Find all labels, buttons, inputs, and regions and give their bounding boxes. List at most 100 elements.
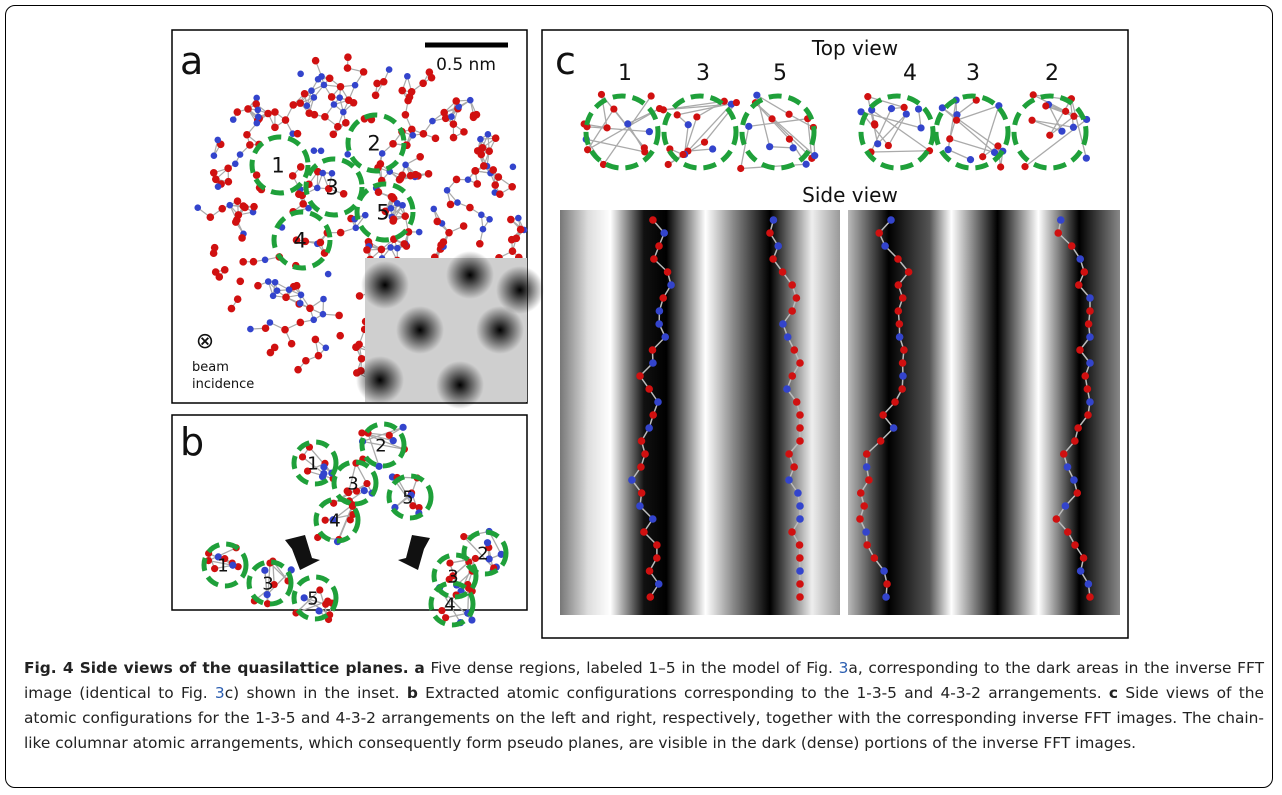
atom xyxy=(1021,163,1028,170)
atom xyxy=(432,135,440,143)
atom xyxy=(769,255,777,263)
atom xyxy=(399,424,406,431)
atom xyxy=(265,278,272,285)
caption-link[interactable]: 3 xyxy=(839,659,849,677)
atom xyxy=(649,359,657,367)
atom xyxy=(790,463,798,471)
atom xyxy=(877,437,885,445)
atom xyxy=(352,343,360,351)
caption-link[interactable]: 3 xyxy=(215,684,225,702)
atom xyxy=(903,110,910,117)
top-view-title: Top view xyxy=(811,36,898,60)
atom xyxy=(342,119,350,127)
atom xyxy=(1068,242,1076,250)
atom xyxy=(1085,320,1093,328)
atom xyxy=(360,68,368,76)
atom xyxy=(796,502,804,510)
atom xyxy=(856,515,864,523)
page: {"figure": { "panels": { "a": {"label": … xyxy=(0,0,1282,795)
atom xyxy=(420,130,428,138)
atom xyxy=(895,307,903,315)
atom xyxy=(1073,489,1081,497)
atom xyxy=(467,97,474,104)
atom xyxy=(779,268,787,276)
atom xyxy=(745,123,752,130)
region-label: 3 xyxy=(325,175,338,199)
atom xyxy=(470,114,478,122)
atom xyxy=(785,476,793,484)
atom xyxy=(373,80,381,88)
atom xyxy=(737,165,744,172)
atom xyxy=(398,172,406,180)
region-label: 2 xyxy=(367,131,380,155)
atom xyxy=(347,516,354,523)
atom xyxy=(517,226,525,234)
atom xyxy=(244,105,252,113)
atom xyxy=(646,593,654,601)
atom xyxy=(394,200,401,207)
atom xyxy=(325,271,332,278)
atom xyxy=(899,372,907,380)
atom xyxy=(811,152,818,159)
atom xyxy=(733,99,740,106)
atom xyxy=(460,222,468,230)
atom xyxy=(239,258,247,266)
atom xyxy=(386,432,393,439)
atom xyxy=(330,130,338,138)
atom xyxy=(400,240,408,248)
atom xyxy=(485,147,493,155)
atom xyxy=(1081,372,1089,380)
atom xyxy=(674,111,681,118)
region-ring xyxy=(742,96,814,168)
atom xyxy=(294,130,302,138)
atom xyxy=(289,101,297,109)
bond xyxy=(1025,119,1087,166)
atom xyxy=(429,118,436,125)
atom xyxy=(296,99,304,107)
atom xyxy=(486,216,493,223)
atom xyxy=(331,101,338,108)
atom xyxy=(685,121,692,128)
atom xyxy=(793,398,801,406)
atom xyxy=(450,120,458,128)
atom xyxy=(496,190,504,198)
atom xyxy=(1086,333,1094,341)
atom xyxy=(896,320,904,328)
atom xyxy=(650,255,658,263)
atom xyxy=(660,229,668,237)
atom xyxy=(1062,108,1069,115)
atom xyxy=(871,122,878,129)
atom xyxy=(264,110,272,118)
atom xyxy=(321,113,329,121)
atom xyxy=(345,96,353,104)
atom xyxy=(476,240,484,248)
atom xyxy=(344,64,352,72)
atom xyxy=(753,92,760,99)
atom xyxy=(293,282,301,290)
caption-text: Five dense regions, labeled 1–5 in the m… xyxy=(430,659,832,677)
atom xyxy=(883,580,891,588)
atom xyxy=(299,453,306,460)
atom xyxy=(880,567,888,575)
region-label: 2 xyxy=(375,435,386,456)
atom xyxy=(254,120,261,127)
atom xyxy=(218,205,226,213)
scale-label: 0.5 nm xyxy=(436,55,496,75)
atom xyxy=(788,281,796,289)
atom xyxy=(766,229,774,237)
atom xyxy=(324,597,331,604)
atom xyxy=(262,256,269,263)
region-label: 1 xyxy=(271,153,284,177)
atom xyxy=(305,109,313,117)
atom xyxy=(312,57,320,65)
region-label: 4 xyxy=(444,594,455,615)
atom xyxy=(228,305,236,313)
atom xyxy=(358,355,366,363)
atom xyxy=(402,111,410,119)
caption-panel: a xyxy=(414,659,424,677)
atom xyxy=(898,385,906,393)
atom xyxy=(250,258,258,266)
atom xyxy=(315,352,323,360)
atom xyxy=(1060,450,1068,458)
atom xyxy=(408,88,416,96)
